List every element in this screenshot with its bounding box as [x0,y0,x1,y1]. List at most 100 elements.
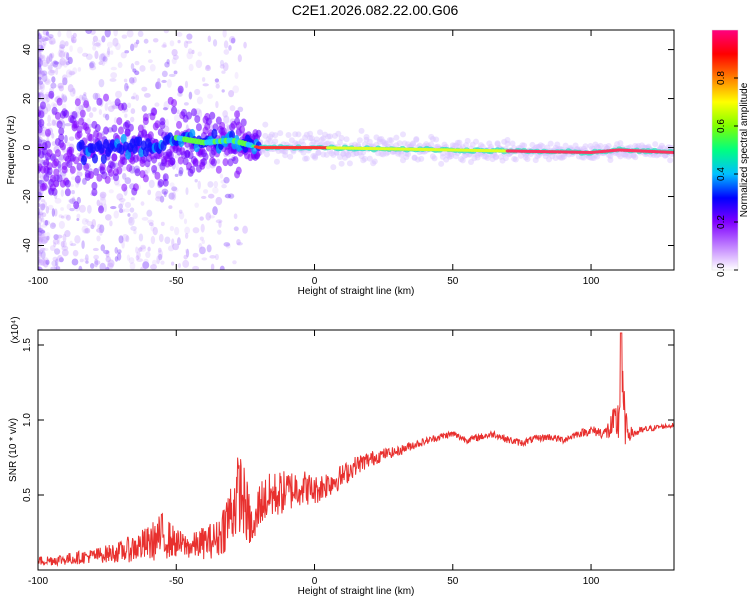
spectrogram-noise-mark [233,213,238,220]
spectrogram-core-mark [98,144,105,155]
spectrogram-band-mark [41,182,48,191]
spectrogram-noise-mark [83,228,89,234]
spectrogram-band-mark [39,101,46,110]
spectrogram-band-mark [484,155,491,162]
spectrogram-noise-mark [46,235,50,241]
spectrogram-noise-mark [135,94,140,101]
spectrogram-band-mark [380,151,387,158]
spectrogram-noise-mark [194,88,201,96]
spectrogram-noise-mark [92,247,99,252]
spectrogram-noise-mark [40,224,48,228]
spectrogram-noise-mark [96,228,103,233]
spectrogram-noise-mark [43,201,48,208]
spectrogram-noise-mark [59,57,66,66]
spectrogram-noise-mark [38,233,41,242]
spectrogram-noise-mark [219,173,224,179]
spectrogram-noise-mark [188,63,194,72]
spectrogram-noise-mark [147,246,151,252]
spectrogram-band-mark [554,141,561,148]
spectrogram-noise-mark [130,63,135,70]
spectrogram-noise-mark [86,204,92,214]
spectrogram-band-mark [336,153,343,160]
spectrogram-noise-mark [49,53,54,60]
spectrogram-band-mark [189,165,196,174]
spectrogram-noise-mark [38,65,42,75]
spectrogram-noise-mark [45,31,50,37]
spectrogram-band-mark [617,140,624,147]
spectrogram-noise-mark [38,266,41,270]
spectrogram-noise-mark [192,252,199,258]
spectrogram-noise-mark [38,254,43,264]
spectrogram-noise-mark [145,251,151,259]
spectrogram-noise-mark [110,205,117,210]
spectrogram-noise-mark [42,40,47,46]
spectrogram-band-mark [147,131,154,140]
spectrogram-noise-mark [223,176,230,184]
spectrogram-noise-mark [172,54,179,60]
spectrogram-noise-mark [38,188,42,197]
spectrogram-band-mark [343,150,350,157]
spectrogram-band-mark [341,154,348,161]
spectrogram-band-mark [272,132,279,139]
spectrogram-noise-mark [105,255,111,263]
spectrogram-noise-mark [107,47,111,56]
spectrogram-band-mark [413,136,420,143]
spectrogram-band-mark [121,157,128,166]
spectrogram-noise-mark [137,30,144,38]
spectrogram-noise-mark [70,176,76,181]
spectrogram-noise-mark [129,207,135,213]
spectrogram-noise-mark [134,60,140,66]
spectrogram-band-mark [76,162,83,171]
spectrogram-noise-mark [56,234,63,239]
spectrogram-band-mark [222,158,229,167]
spectrogram-noise-mark [198,242,203,250]
spectrogram-band-mark [320,135,327,142]
spectrogram-noise-mark [143,38,149,44]
spectrogram-noise-mark [44,35,52,41]
spectrogram-noise-mark [205,212,212,221]
spectrogram-noise-mark [161,79,167,84]
spectrogram-noise-mark [64,134,68,144]
spectrogram-noise-mark [222,62,229,72]
spectrogram-noise-mark [162,107,168,111]
spectrogram-band-mark [307,130,314,137]
spectrogram-noise-mark [207,193,215,199]
spectrogram-noise-mark [195,59,203,69]
spectrogram-noise-mark [128,77,135,84]
spectrogram-noise-mark [168,205,173,210]
spectrogram-band-mark [74,175,81,184]
spectrogram-noise-mark [39,229,46,234]
spectrogram-noise-mark [224,193,232,199]
spectrogram-noise-mark [41,212,47,218]
spectrogram-noise-mark [38,236,44,242]
spectrogram-band-mark [431,155,438,162]
spectrogram-noise-mark [51,76,56,83]
spectrogram-noise-mark [116,252,122,261]
spectrogram-noise-mark [38,158,41,163]
spectrogram-band-mark [56,97,63,106]
spectrogram-band-mark [449,142,456,149]
spectrogram-noise-mark [69,88,76,97]
spectrogram-band-mark [313,139,320,146]
spectrogram-noise-mark [89,61,96,69]
spectrogram-noise-mark [39,156,43,166]
spectrogram-noise-mark [183,218,188,225]
spectrogram-band-mark [325,133,332,140]
spectrogram-band-mark [215,116,222,125]
spectrogram-noise-mark [38,135,41,145]
spectrogram-noise-mark [152,226,158,236]
spectrogram-noise-mark [54,67,59,76]
spectrogram-noise-mark [40,45,44,52]
spectrogram-noise-mark [121,34,128,39]
spectrogram-noise-mark [118,208,124,214]
spectrogram-noise-mark [100,244,106,252]
spectrogram-noise-mark [40,71,45,78]
spectrogram-band-mark [658,142,665,149]
spectrogram-noise-mark [58,50,66,58]
spectrogram-core-mark [89,143,96,154]
spectrogram-noise-mark [183,254,188,260]
spectrogram-noise-mark [168,73,176,77]
snr-y-label: SNR (10 * v/v) [8,418,19,482]
spectrogram-noise-mark [136,258,143,263]
spectrogram-noise-mark [221,183,227,189]
